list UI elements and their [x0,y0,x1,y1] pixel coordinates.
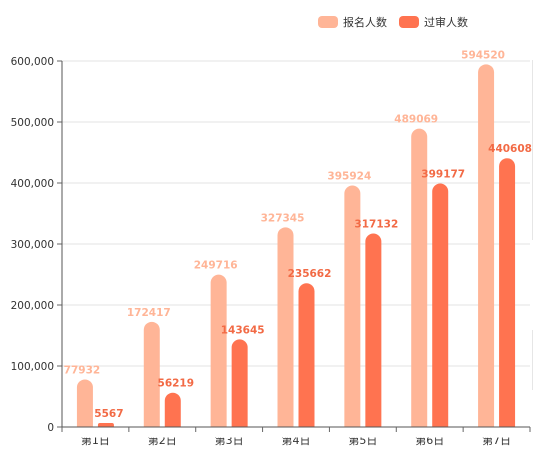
data-label-series-2: 317132 [354,219,398,231]
data-label-series-2: 5567 [94,408,123,420]
data-label-series-1: 172417 [127,307,171,319]
data-label-series-1: 249716 [194,260,238,272]
bar-series-2 [365,233,382,435]
right-edge-line-lower [532,330,533,390]
data-label-series-1: 489069 [394,114,438,126]
data-label-series-2: 56219 [158,378,195,390]
legend-item-series-1[interactable]: 报名人数 [318,14,387,30]
bar-series-2 [231,339,248,435]
axis-mask [63,427,530,438]
y-tick-label: 100,000 [11,361,54,373]
right-edge-line [532,60,533,240]
bar-series-1 [210,274,227,435]
bar-series-1 [411,128,428,435]
data-label-series-2: 143645 [221,324,265,336]
bar-series-1 [344,185,361,435]
legend-label-series-1: 报名人数 [343,16,387,29]
data-label-series-2: 235662 [288,268,332,280]
legend-label-series-2: 过审人数 [424,16,468,29]
y-tick-label: 300,000 [11,239,54,251]
data-label-series-1: 594520 [461,49,505,61]
bar-series-1 [277,227,294,435]
data-label-series-1: 77932 [64,364,101,376]
data-label-series-2: 440608 [488,143,532,155]
data-label-series-1: 395924 [327,170,371,182]
bar-series-2 [164,392,181,435]
bar-series-1 [76,379,93,435]
data-label-series-2: 399177 [421,169,465,181]
legend-item-series-2[interactable]: 过审人数 [399,14,468,30]
bar-series-2 [298,283,315,435]
data-label-series-1: 327345 [261,212,305,224]
chart-legend: 报名人数 过审人数 [318,14,480,30]
bar-series-2 [499,158,516,435]
y-tick-label: 600,000 [11,56,54,68]
legend-swatch-series-2 [399,16,419,28]
legend-swatch-series-1 [318,16,338,28]
y-tick-label: 0 [47,422,54,434]
bar-series-1 [143,321,160,435]
y-tick-label: 200,000 [11,300,54,312]
y-tick-label: 500,000 [11,117,54,129]
bar-series-1 [478,64,495,435]
y-tick-label: 400,000 [11,178,54,190]
bar-series-2 [432,183,449,435]
